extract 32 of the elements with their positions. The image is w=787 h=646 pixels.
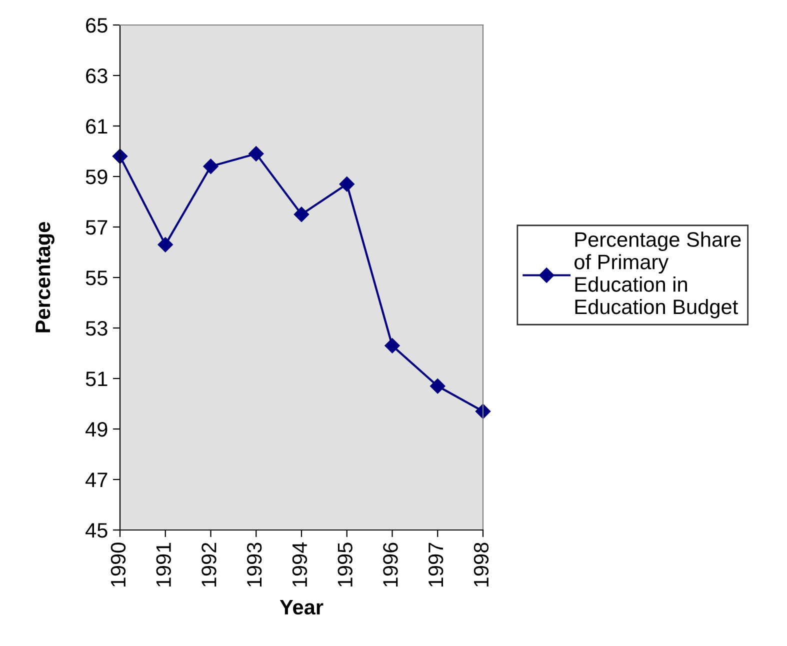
y-tick-label: 57 [86, 220, 108, 235]
x-tick-label: 1992 [202, 542, 216, 587]
point [475, 404, 491, 419]
x-tick-label: 1993 [246, 542, 262, 587]
point [294, 206, 310, 222]
point [158, 237, 173, 252]
x-tick-label: 1994 [292, 542, 308, 587]
x-tick-label: 1997 [428, 542, 444, 587]
y-tick-label: 51 [86, 372, 108, 386]
y-axis-title: Percentage [36, 222, 54, 332]
x-axis-title: Year [280, 600, 324, 615]
point [248, 146, 264, 162]
x-tick-label: 1991 [156, 542, 171, 587]
point [112, 148, 128, 164]
y-tick-label: 63 [86, 68, 108, 84]
y-tick-label: 65 [86, 18, 108, 33]
legend-label: Percentage Share of Primary Education in Education Budget [574, 232, 741, 318]
point [384, 338, 400, 354]
y-tick-label: 45 [86, 523, 108, 538]
y-tick-label: 49 [86, 422, 108, 437]
y-tick-label: 55 [86, 270, 108, 286]
y-tick-label: 61 [86, 119, 108, 134]
y-tick-label: 59 [86, 170, 108, 184]
x-tick-label: 1990 [110, 542, 126, 587]
x-tick-label: 1995 [338, 542, 352, 587]
x-tick-label: 1996 [383, 542, 398, 587]
point [430, 378, 446, 394]
x-tick-label: 1998 [474, 542, 489, 587]
point [203, 158, 218, 174]
y-tick-label: 53 [86, 321, 108, 336]
point [339, 176, 354, 192]
y-tick-label: 47 [86, 472, 108, 488]
